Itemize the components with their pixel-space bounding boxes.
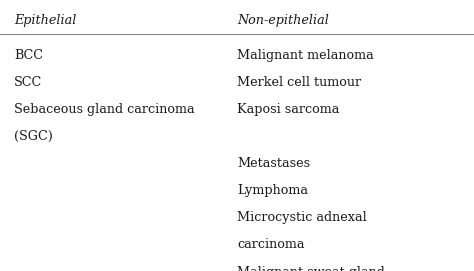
Text: Lymphoma: Lymphoma <box>237 184 308 197</box>
Text: Microcystic adnexal: Microcystic adnexal <box>237 211 367 224</box>
Text: Non-epithelial: Non-epithelial <box>237 14 329 27</box>
Text: Malignant melanoma: Malignant melanoma <box>237 49 374 62</box>
Text: Sebaceous gland carcinoma: Sebaceous gland carcinoma <box>14 103 195 116</box>
Text: Metastases: Metastases <box>237 157 310 170</box>
Text: BCC: BCC <box>14 49 43 62</box>
Text: Merkel cell tumour: Merkel cell tumour <box>237 76 361 89</box>
Text: SCC: SCC <box>14 76 43 89</box>
Text: Malignant sweat gland: Malignant sweat gland <box>237 266 385 271</box>
Text: carcinoma: carcinoma <box>237 238 304 251</box>
Text: Kaposi sarcoma: Kaposi sarcoma <box>237 103 339 116</box>
Text: (SGC): (SGC) <box>14 130 53 143</box>
Text: Epithelial: Epithelial <box>14 14 77 27</box>
